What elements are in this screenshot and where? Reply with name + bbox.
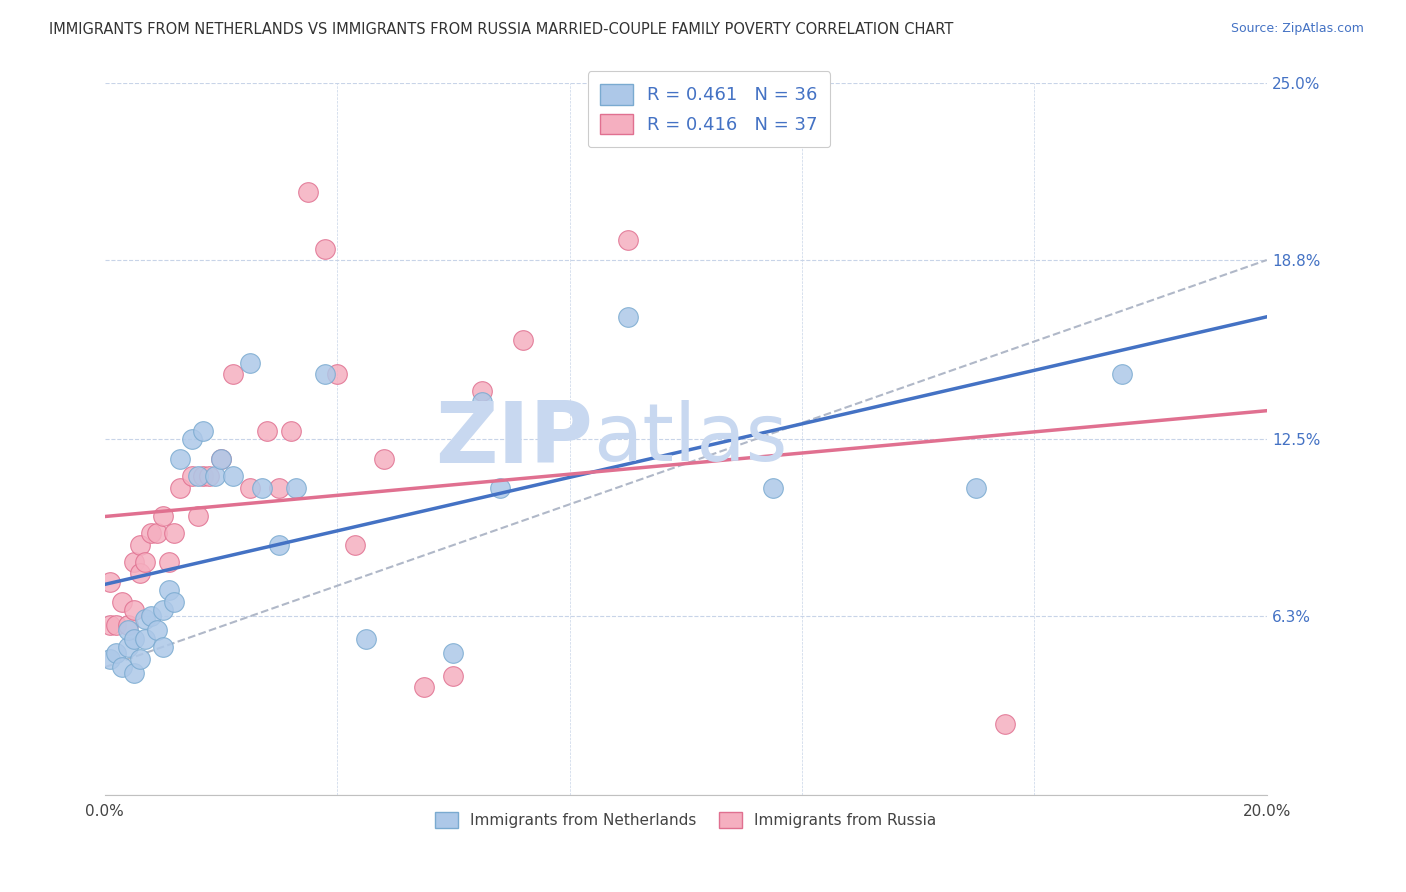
- Point: [134, 555, 156, 569]
- Point: [146, 624, 169, 638]
- Point: [326, 367, 349, 381]
- Point: [128, 538, 150, 552]
- Point: [193, 469, 215, 483]
- Point: [413, 680, 436, 694]
- Point: [616, 233, 638, 247]
- Point: [965, 481, 987, 495]
- Point: [1111, 367, 1133, 381]
- Point: [117, 617, 139, 632]
- Point: [157, 583, 180, 598]
- Point: [141, 526, 163, 541]
- Point: [157, 555, 180, 569]
- Point: [354, 632, 377, 646]
- Point: [100, 617, 122, 632]
- Point: [285, 481, 308, 495]
- Point: [209, 452, 232, 467]
- Point: [209, 452, 232, 467]
- Point: [141, 609, 163, 624]
- Point: [441, 669, 464, 683]
- Point: [250, 481, 273, 495]
- Legend: Immigrants from Netherlands, Immigrants from Russia: Immigrants from Netherlands, Immigrants …: [429, 805, 943, 834]
- Point: [128, 651, 150, 665]
- Point: [193, 424, 215, 438]
- Point: [122, 555, 145, 569]
- Text: Source: ZipAtlas.com: Source: ZipAtlas.com: [1230, 22, 1364, 36]
- Point: [105, 617, 128, 632]
- Point: [267, 481, 290, 495]
- Point: [152, 509, 174, 524]
- Point: [198, 469, 221, 483]
- Point: [163, 595, 186, 609]
- Point: [169, 452, 191, 467]
- Point: [163, 526, 186, 541]
- Text: IMMIGRANTS FROM NETHERLANDS VS IMMIGRANTS FROM RUSSIA MARRIED-COUPLE FAMILY POVE: IMMIGRANTS FROM NETHERLANDS VS IMMIGRANT…: [49, 22, 953, 37]
- Point: [128, 566, 150, 581]
- Point: [105, 646, 128, 660]
- Point: [314, 242, 336, 256]
- Point: [117, 640, 139, 655]
- Point: [314, 367, 336, 381]
- Point: [204, 469, 226, 483]
- Point: [117, 624, 139, 638]
- Point: [280, 424, 302, 438]
- Point: [488, 481, 510, 495]
- Point: [100, 574, 122, 589]
- Point: [111, 660, 134, 674]
- Point: [152, 640, 174, 655]
- Point: [994, 717, 1017, 731]
- Text: ZIP: ZIP: [434, 398, 593, 481]
- Point: [169, 481, 191, 495]
- Point: [762, 481, 785, 495]
- Point: [100, 651, 122, 665]
- Point: [267, 538, 290, 552]
- Point: [373, 452, 395, 467]
- Point: [297, 185, 319, 199]
- Point: [343, 538, 366, 552]
- Text: atlas: atlas: [593, 401, 787, 478]
- Point: [180, 433, 202, 447]
- Point: [122, 632, 145, 646]
- Point: [512, 333, 534, 347]
- Point: [471, 395, 494, 409]
- Point: [239, 355, 262, 369]
- Point: [111, 595, 134, 609]
- Point: [441, 646, 464, 660]
- Point: [187, 509, 209, 524]
- Point: [122, 665, 145, 680]
- Point: [180, 469, 202, 483]
- Point: [134, 612, 156, 626]
- Point: [122, 603, 145, 617]
- Point: [239, 481, 262, 495]
- Point: [146, 526, 169, 541]
- Point: [152, 603, 174, 617]
- Point: [616, 310, 638, 324]
- Point: [221, 469, 243, 483]
- Point: [471, 384, 494, 398]
- Point: [134, 632, 156, 646]
- Point: [221, 367, 243, 381]
- Point: [256, 424, 278, 438]
- Point: [187, 469, 209, 483]
